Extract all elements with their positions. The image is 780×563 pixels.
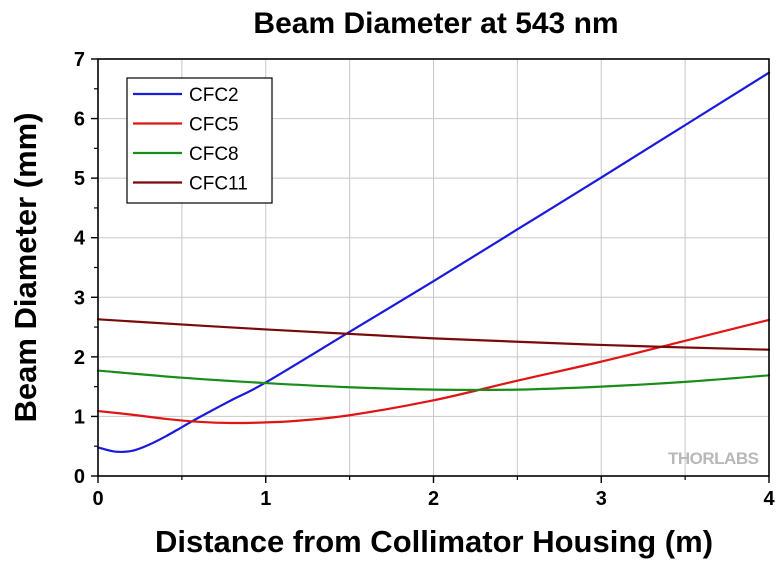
series-line-cfc5 — [96, 318, 771, 425]
x-axis-label: Distance from Collimator Housing (m) — [155, 524, 713, 559]
thorlabs-watermark: THORLABS — [668, 449, 759, 468]
y-tick-label: 3 — [74, 287, 85, 309]
series-line-cfc2 — [96, 71, 771, 454]
series-lines — [96, 71, 771, 454]
legend-label-cfc5: CFC5 — [189, 115, 239, 136]
axes — [91, 58, 770, 483]
y-tick-label: 5 — [74, 168, 85, 190]
series-line-cfc8 — [96, 369, 771, 392]
x-tick-label: 1 — [260, 488, 271, 510]
legend-label-cfc8: CFC8 — [189, 144, 239, 165]
x-tick-label: 0 — [92, 488, 103, 510]
x-tick-label: 4 — [763, 488, 775, 510]
tick-labels: 0 1 2 3 4 0 1 2 3 4 5 6 7 — [74, 49, 776, 510]
y-tick-label: 0 — [74, 466, 85, 488]
y-tick-label: 7 — [74, 49, 85, 71]
y-tick-label: 1 — [74, 406, 85, 428]
legend-label-cfc11: CFC11 — [189, 174, 248, 195]
x-tick-label: 2 — [428, 488, 439, 510]
y-tick-label: 6 — [74, 109, 85, 131]
legend: CFC2 CFC5 CFC8 CFC11 — [126, 77, 273, 204]
chart-title: Beam Diameter at 543 nm — [253, 7, 618, 40]
y-tick-label: 4 — [74, 228, 86, 250]
legend-label-cfc2: CFC2 — [189, 85, 239, 106]
x-tick-label: 3 — [596, 488, 607, 510]
y-tick-label: 2 — [74, 347, 85, 369]
series-line-cfc11 — [96, 318, 771, 351]
y-axis-label: Beam Diameter (mm) — [8, 112, 43, 422]
